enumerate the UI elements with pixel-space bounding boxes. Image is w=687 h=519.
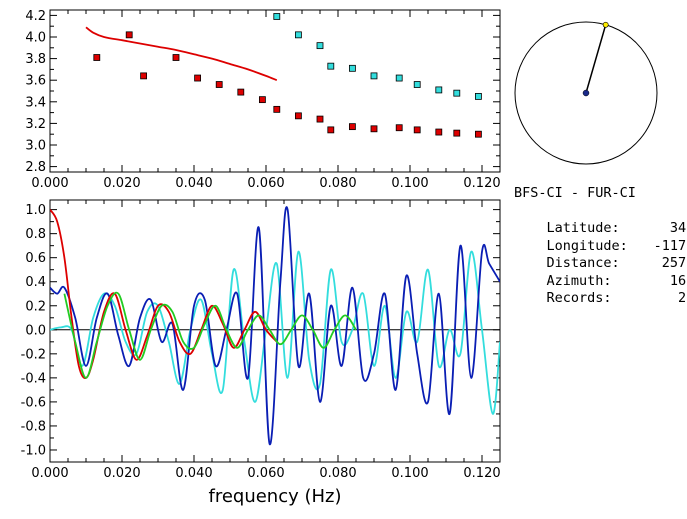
- data-point-red: [140, 72, 148, 80]
- data-point-red: [273, 105, 281, 113]
- series-group: [50, 206, 500, 445]
- info-key: Distance:: [546, 255, 620, 271]
- data-point-cyan: [316, 42, 324, 50]
- x-tick-label: 0.060: [247, 466, 284, 481]
- data-point-red: [453, 129, 461, 137]
- x-tick-label: 0.040: [175, 466, 212, 481]
- x-tick-label: 0.020: [103, 176, 140, 191]
- x-tick-label: 0.040: [175, 176, 212, 191]
- data-point-cyan: [327, 62, 335, 70]
- info-row-records: Records: 2045: [514, 273, 687, 306]
- data-point-cyan: [435, 86, 443, 94]
- data-point-cyan: [453, 89, 461, 97]
- y-tick-label: -0.2: [21, 347, 46, 362]
- y-tick-label: 3.4: [25, 95, 46, 110]
- azimuth-end-dot: [602, 21, 609, 28]
- y-tick-label: 4.2: [25, 9, 46, 24]
- data-point-red: [194, 74, 202, 82]
- y-tick-label: 3.8: [25, 52, 46, 67]
- y-tick-label: 0.0: [25, 323, 46, 338]
- y-tick-label: 0.8: [25, 227, 46, 242]
- data-point-cyan: [348, 64, 356, 72]
- x-tick-label: 0.020: [103, 466, 140, 481]
- x-tick-label: 0.120: [463, 466, 500, 481]
- x-tick-label: 0.000: [31, 466, 68, 481]
- y-tick-label: 1.0: [25, 203, 46, 218]
- data-point-red: [237, 88, 245, 96]
- x-tick-label: 0.100: [391, 176, 428, 191]
- info-row-distance: Distance: 257.55: [514, 238, 687, 271]
- data-point-red: [215, 81, 223, 88]
- data-point-red: [370, 125, 378, 133]
- data-point-cyan: [395, 74, 403, 82]
- info-key: Azimuth:: [546, 272, 612, 289]
- data-point-red: [258, 96, 266, 104]
- data-point-red: [327, 126, 335, 134]
- data-point-red: [413, 126, 421, 134]
- info-row-longitude: Longitude: -117.66: [514, 220, 687, 254]
- series-group: [85, 13, 482, 138]
- info-row-latitude: Latitude: 34.24: [514, 203, 687, 236]
- y-tick-label: -0.8: [21, 419, 46, 434]
- y-tick-label: 3.6: [25, 74, 46, 89]
- coherency-plot: 0.000 0.020 0.040 0.060 0.080 0.100 0.120 -1.0 -…: [21, 199, 501, 507]
- data-point-cyan: [370, 72, 378, 80]
- info-key: Longitude:: [546, 237, 628, 254]
- info-row-azimuth: Azimuth: 16.09: [514, 255, 687, 289]
- plot-frame: [49, 9, 501, 173]
- y-tick-label: -0.6: [21, 395, 46, 410]
- info-value: 2045: [678, 290, 687, 306]
- x-axis-label: frequency (Hz): [208, 486, 341, 507]
- info-value: 34.24: [669, 220, 687, 236]
- x-tick-label: 0.100: [391, 466, 428, 481]
- data-point-red: [474, 130, 482, 138]
- info-value: -117.66: [653, 237, 687, 254]
- y-tick-label: -0.4: [21, 371, 46, 386]
- info-key: Latitude:: [546, 220, 620, 236]
- info-value: 16.09: [669, 272, 687, 289]
- station-dot: [582, 89, 590, 97]
- y-tick-label: 0.6: [25, 251, 46, 266]
- data-point-red: [294, 112, 302, 120]
- data-point-cyan: [474, 93, 482, 100]
- x-tick-label: 0.000: [31, 176, 68, 191]
- y-tick-label: 3.2: [25, 117, 46, 132]
- series-line-red: [50, 209, 278, 379]
- x-tick-label: 0.080: [319, 176, 356, 191]
- data-point-cyan: [273, 13, 281, 20]
- data-point-red: [125, 31, 133, 39]
- station-info-panel: BFS-CI - FUR-CI Latitude: 34.24 Longitude…: [514, 185, 687, 306]
- data-point-red: [172, 54, 180, 61]
- data-point-red: [316, 115, 324, 123]
- info-value: 257.55: [661, 255, 687, 271]
- data-point-red: [435, 128, 443, 136]
- data-point-cyan: [294, 31, 302, 39]
- x-tick-label: 0.120: [463, 176, 500, 191]
- info-key: Records:: [546, 290, 612, 306]
- y-tick-label: 0.4: [25, 275, 46, 290]
- series-line-blue: [50, 206, 500, 445]
- y-tick-label: 3.0: [25, 139, 46, 154]
- series-line-red: [85, 26, 278, 82]
- x-tick-label: 0.060: [247, 176, 284, 191]
- data-point-red: [348, 123, 356, 131]
- y-tick-label: 4.0: [25, 31, 46, 46]
- station-pair-title: BFS-CI - FUR-CI: [514, 185, 636, 201]
- y-tick-label: 0.2: [25, 299, 46, 314]
- data-point-cyan: [413, 81, 421, 88]
- data-point-red: [395, 124, 403, 132]
- data-point-red: [93, 54, 101, 61]
- compass-circle: [514, 21, 658, 165]
- plot-frame: [49, 199, 501, 463]
- x-tick-label: 0.080: [319, 466, 356, 481]
- azimuth-compass: [514, 21, 658, 165]
- azimuth-line: [585, 24, 607, 94]
- y-tick-label: -1.0: [21, 443, 46, 458]
- y-tick-label: 2.8: [25, 160, 46, 175]
- dispersion-plot: 0.000 0.020 0.040 0.060 0.080 0.100 0.120 2.8 3.…: [25, 9, 500, 191]
- series-line-green: [63, 291, 357, 379]
